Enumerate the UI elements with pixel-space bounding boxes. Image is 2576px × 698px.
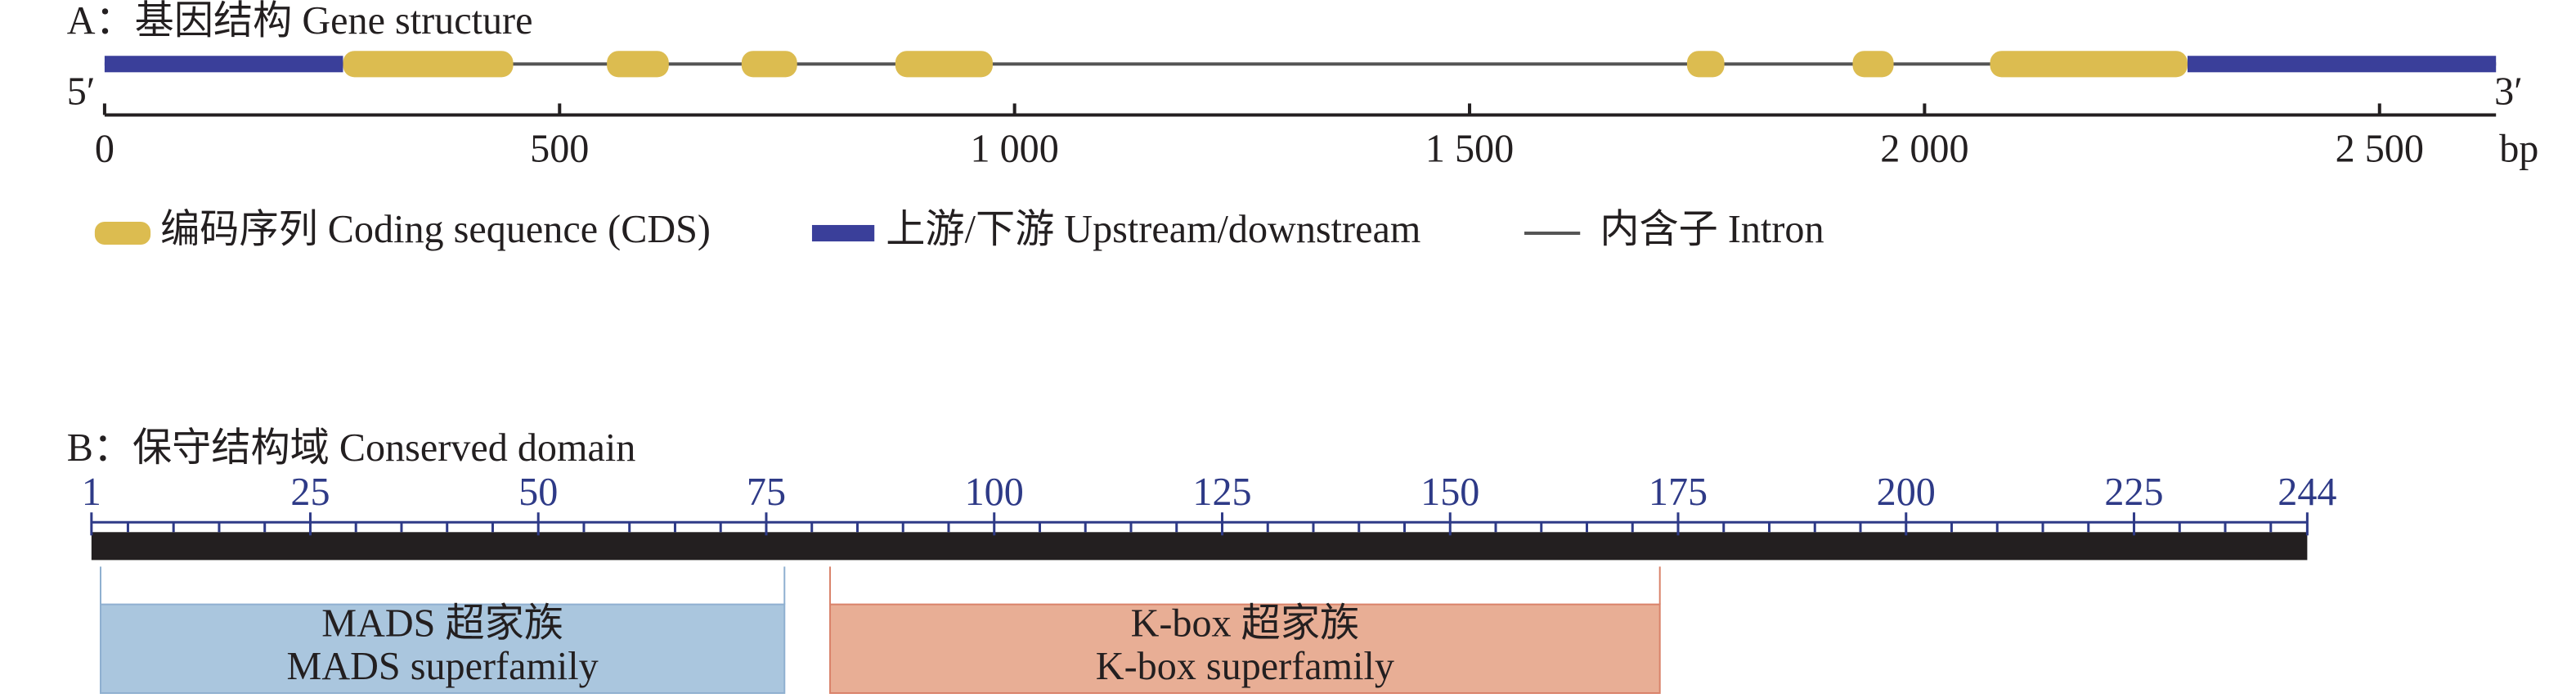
x-tick-label: 1 500 xyxy=(1425,128,1514,171)
x-tick-label: 150 xyxy=(1420,471,1479,514)
legend-label: 内含子 Intron xyxy=(1600,208,1824,251)
x-tick-label: 25 xyxy=(290,471,330,514)
utr-region xyxy=(2187,56,2497,73)
x-tick-label: 200 xyxy=(1877,471,1936,514)
x-tick-label: 50 xyxy=(518,471,558,514)
x-tick-label: 100 xyxy=(965,471,1024,514)
x-tick-label: 500 xyxy=(530,128,589,171)
legend-label: 编码序列 Coding sequence (CDS) xyxy=(160,208,711,251)
x-tick-label: 1 000 xyxy=(970,128,1058,171)
protein-bar xyxy=(91,532,2308,561)
domain-label: MADS 超家族 xyxy=(321,602,563,646)
x-tick-label: 125 xyxy=(1192,471,1251,514)
end-label: 3′ xyxy=(2494,70,2523,113)
cds-exon xyxy=(607,51,669,78)
legend-label: 上游/下游 Upstream/downstream xyxy=(886,208,1420,251)
x-tick-label: 2 000 xyxy=(1880,128,1968,171)
utr-region xyxy=(104,56,343,73)
cds-exon xyxy=(343,51,514,78)
domain-label: MADS superfamily xyxy=(287,645,599,688)
cds-exon xyxy=(1852,51,1894,78)
panel-title: B：保守结构域 Conserved domain xyxy=(67,426,636,470)
domain-box xyxy=(829,603,1661,694)
axis-unit: bp xyxy=(2499,128,2538,171)
legend-swatch xyxy=(94,221,151,245)
cds-exon xyxy=(1990,51,2188,78)
domain-label: K-box superfamily xyxy=(1096,645,1394,688)
x-tick-label: 75 xyxy=(747,471,786,514)
panel-title: A：基因结构 Gene structure xyxy=(67,0,533,43)
legend-swatch xyxy=(811,224,875,242)
cds-exon xyxy=(741,51,797,78)
x-tick-label: 0 xyxy=(95,128,114,171)
x-tick-label: 175 xyxy=(1649,471,1708,514)
domain-box xyxy=(100,603,786,694)
end-label: 5′ xyxy=(67,70,96,113)
x-tick-label: 1 xyxy=(82,471,101,514)
x-tick-label: 225 xyxy=(2104,471,2163,514)
x-tick-label: 2 500 xyxy=(2336,128,2424,171)
cds-exon xyxy=(1686,51,1725,78)
domain-label: K-box 超家族 xyxy=(1131,602,1360,646)
x-tick-label: 244 xyxy=(2278,471,2336,514)
cds-exon xyxy=(895,51,993,78)
